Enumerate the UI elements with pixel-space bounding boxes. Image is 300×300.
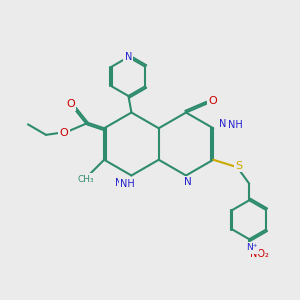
Text: NH: NH — [219, 119, 234, 129]
Text: NH: NH — [228, 120, 242, 130]
Text: N⁺: N⁺ — [246, 243, 257, 252]
Text: N: N — [125, 52, 132, 62]
Text: CH₃: CH₃ — [78, 175, 94, 184]
Text: N: N — [185, 178, 193, 188]
Text: NO₂: NO₂ — [250, 249, 269, 259]
Text: O: O — [66, 99, 75, 109]
Text: O: O — [208, 95, 217, 106]
Text: NH: NH — [115, 178, 130, 188]
Text: S: S — [235, 161, 242, 171]
Text: N: N — [184, 177, 191, 187]
Text: NH: NH — [121, 179, 135, 189]
Text: O: O — [60, 128, 68, 138]
